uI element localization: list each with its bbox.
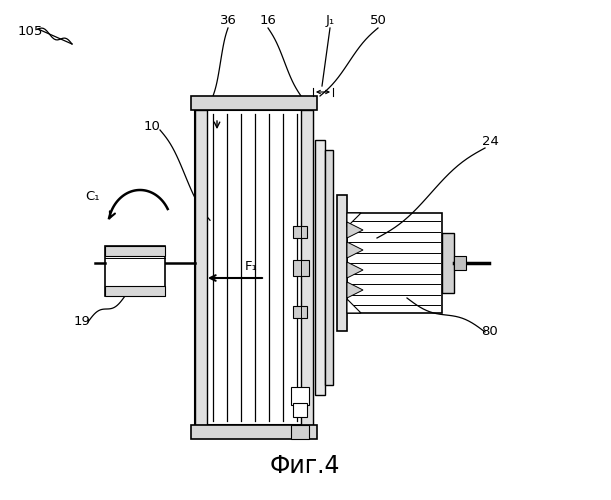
Bar xyxy=(454,256,466,270)
Text: 19: 19 xyxy=(73,315,90,328)
Bar xyxy=(105,246,165,296)
Polygon shape xyxy=(347,262,363,278)
Polygon shape xyxy=(347,282,363,298)
Bar xyxy=(293,403,307,417)
Text: F₁: F₁ xyxy=(245,260,258,273)
Text: 105: 105 xyxy=(18,25,43,38)
Bar xyxy=(347,213,442,313)
Polygon shape xyxy=(347,299,361,313)
Bar xyxy=(191,425,317,439)
Text: 24: 24 xyxy=(481,135,499,148)
Bar xyxy=(325,150,333,385)
Bar xyxy=(293,260,309,276)
Polygon shape xyxy=(347,242,363,258)
Bar xyxy=(301,110,313,425)
Text: 36: 36 xyxy=(219,14,236,27)
Bar xyxy=(442,233,454,293)
Bar xyxy=(105,246,165,256)
Polygon shape xyxy=(347,222,363,238)
Text: 16: 16 xyxy=(260,14,276,27)
Text: 10: 10 xyxy=(144,120,161,133)
Bar xyxy=(293,226,307,238)
Bar xyxy=(293,306,307,318)
Text: C₁: C₁ xyxy=(85,190,100,203)
Text: 50: 50 xyxy=(370,14,386,27)
Text: 80: 80 xyxy=(481,325,499,338)
Bar xyxy=(191,96,317,110)
Bar xyxy=(291,425,309,439)
Bar xyxy=(195,110,207,425)
Bar xyxy=(105,286,165,296)
Bar xyxy=(337,195,347,331)
Text: Фиг.4: Фиг.4 xyxy=(269,454,340,478)
Polygon shape xyxy=(347,213,361,227)
Text: J₁: J₁ xyxy=(326,14,335,27)
Bar xyxy=(291,387,309,405)
Bar xyxy=(315,140,325,395)
Bar xyxy=(195,110,313,425)
